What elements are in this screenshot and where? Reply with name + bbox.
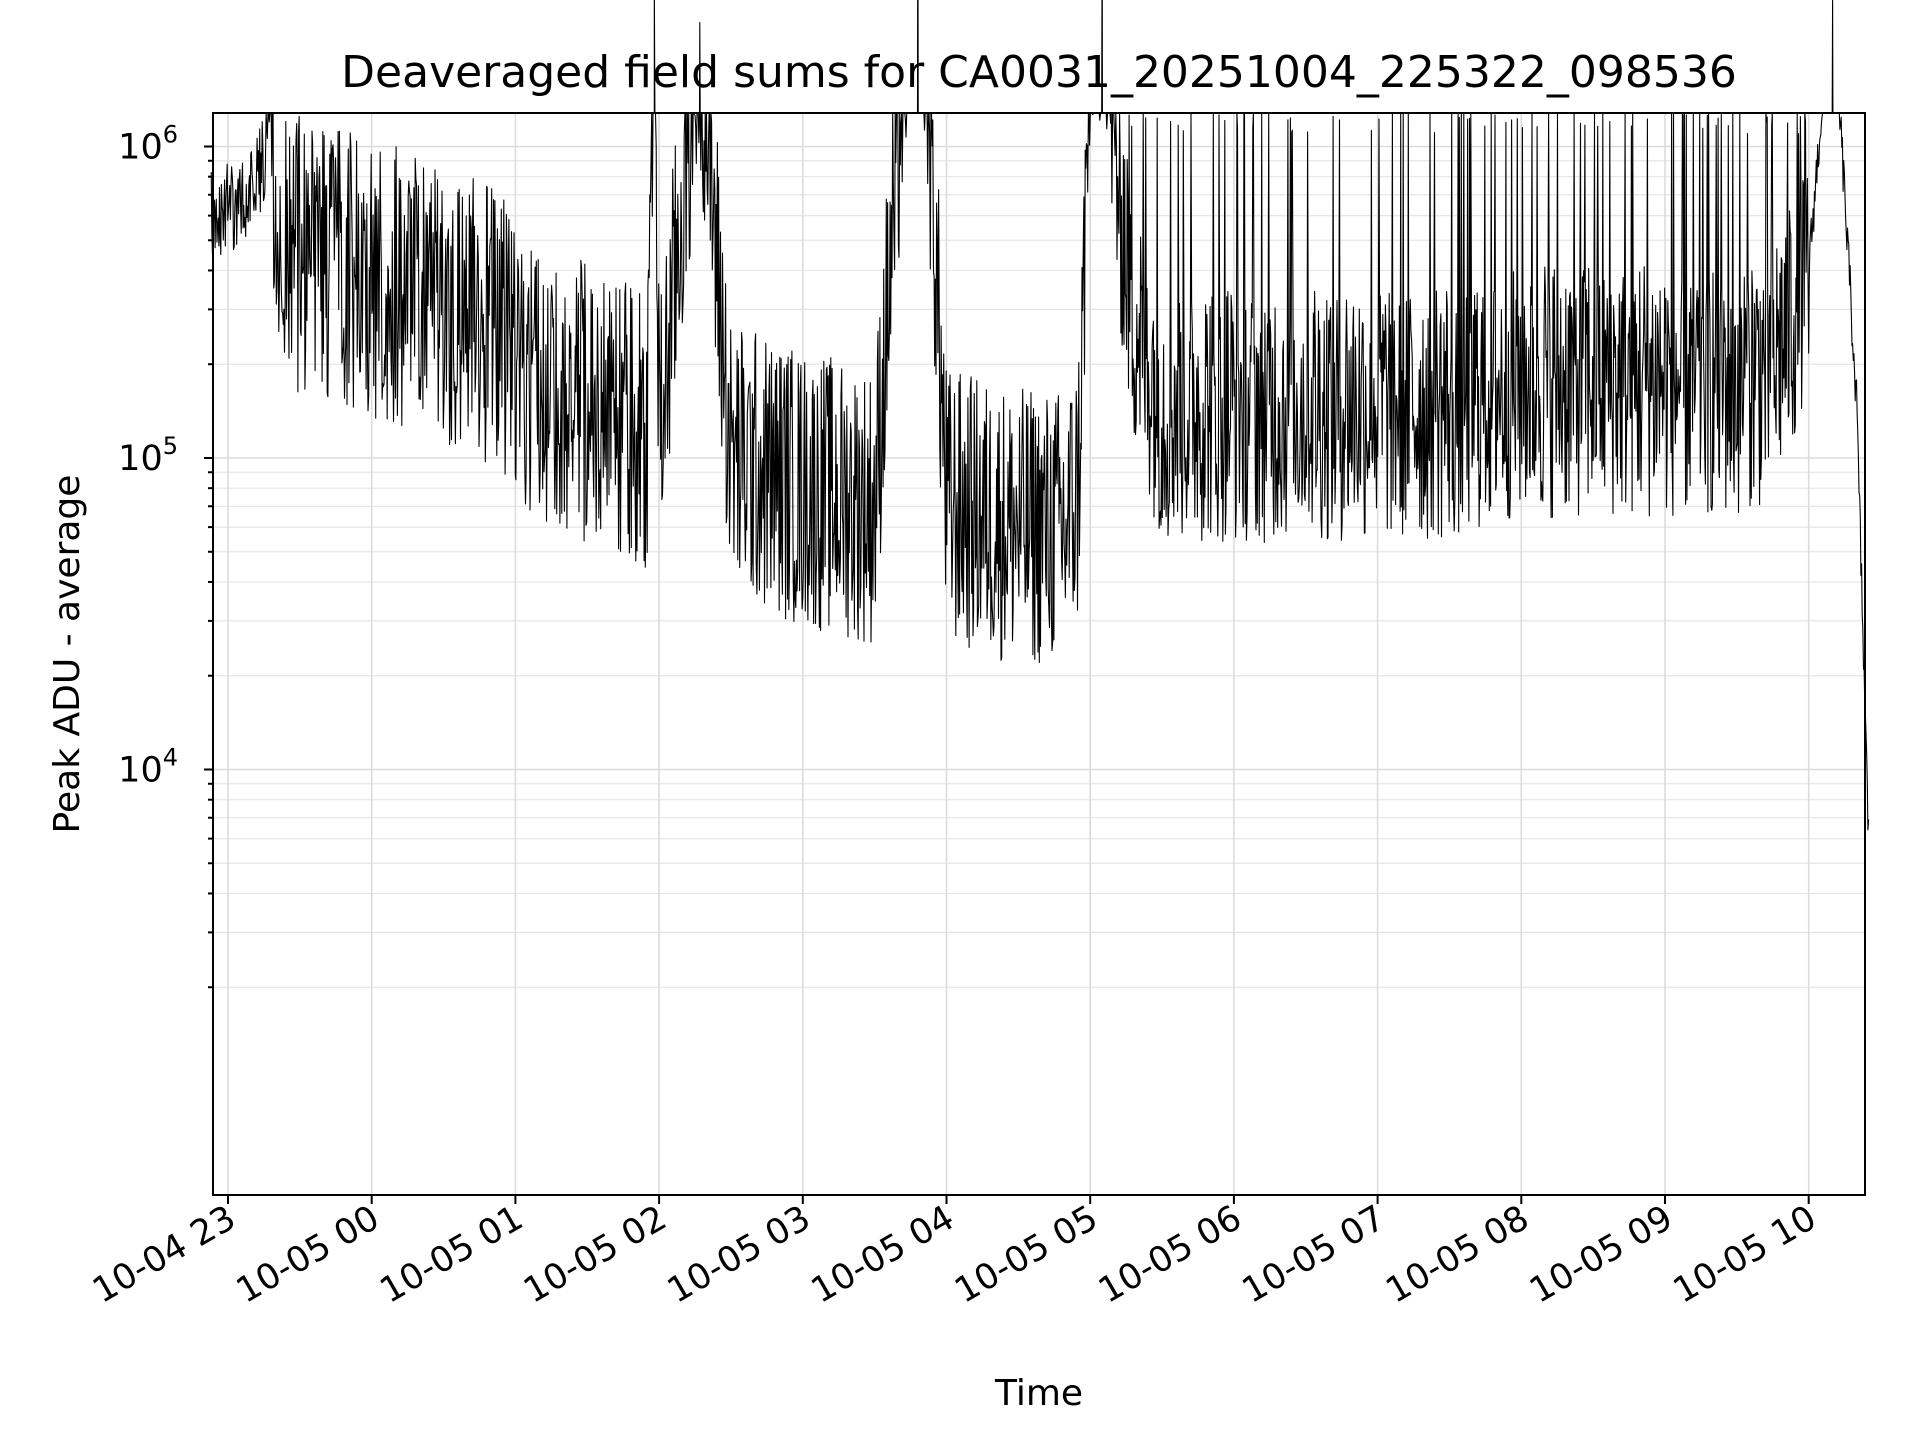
y-tick-label: 105 bbox=[118, 432, 178, 479]
y-axis-label: Peak ADU - average bbox=[47, 475, 88, 834]
series-line bbox=[210, 0, 1870, 831]
y-tick-base: 10 bbox=[118, 439, 163, 479]
y-tick-exponent: 5 bbox=[163, 432, 178, 460]
y-tick-exponent: 6 bbox=[163, 121, 178, 149]
x-axis-label: Time bbox=[994, 1373, 1083, 1414]
y-tick-base: 10 bbox=[118, 751, 163, 791]
y-tick-exponent: 4 bbox=[163, 744, 178, 772]
plot-frame bbox=[212, 112, 1866, 1196]
y-tick-label: 104 bbox=[118, 744, 178, 791]
chart-title: Deaveraged field sums for CA0031_2025100… bbox=[341, 47, 1737, 98]
series-layer bbox=[210, 0, 1870, 831]
y-tick-label: 106 bbox=[118, 121, 178, 168]
y-tick-base: 10 bbox=[118, 128, 163, 168]
